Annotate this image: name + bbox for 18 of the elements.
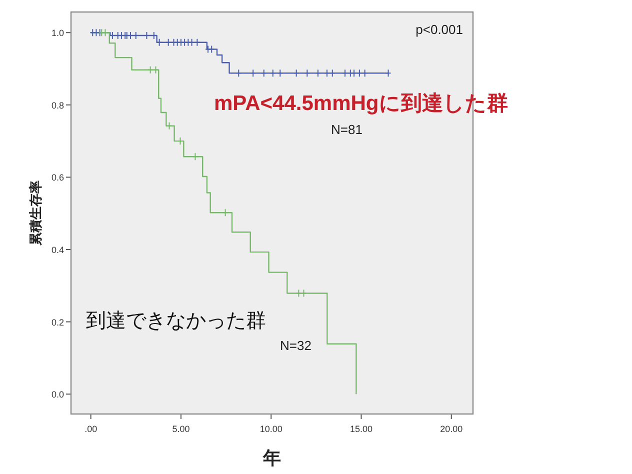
- x-tick-label: 15.00: [350, 424, 372, 434]
- x-tick-label: 5.00: [172, 424, 190, 434]
- x-tick-label: .00: [84, 424, 98, 434]
- x-axis-title: 年: [262, 448, 281, 468]
- series-label: mPA<44.5mmHgに到達した群: [214, 92, 508, 115]
- y-tick-label: 0.4: [51, 245, 64, 256]
- y-tick-label: 1.0: [51, 28, 64, 38]
- y-tick-label: 0.0: [51, 390, 64, 400]
- series-label: 到達できなかった群: [86, 310, 266, 332]
- x-tick-label: 20.00: [440, 424, 463, 434]
- y-tick-label: 0.8: [51, 100, 64, 110]
- annotation: N=81: [331, 122, 362, 137]
- y-tick-label: 0.6: [51, 172, 64, 183]
- y-axis-title: 累積生存率: [28, 180, 43, 246]
- x-tick-label: 10.00: [260, 424, 282, 434]
- annotation: p<0.001: [416, 22, 463, 37]
- annotation: N=32: [280, 338, 312, 353]
- y-tick-label: 0.2: [51, 317, 64, 328]
